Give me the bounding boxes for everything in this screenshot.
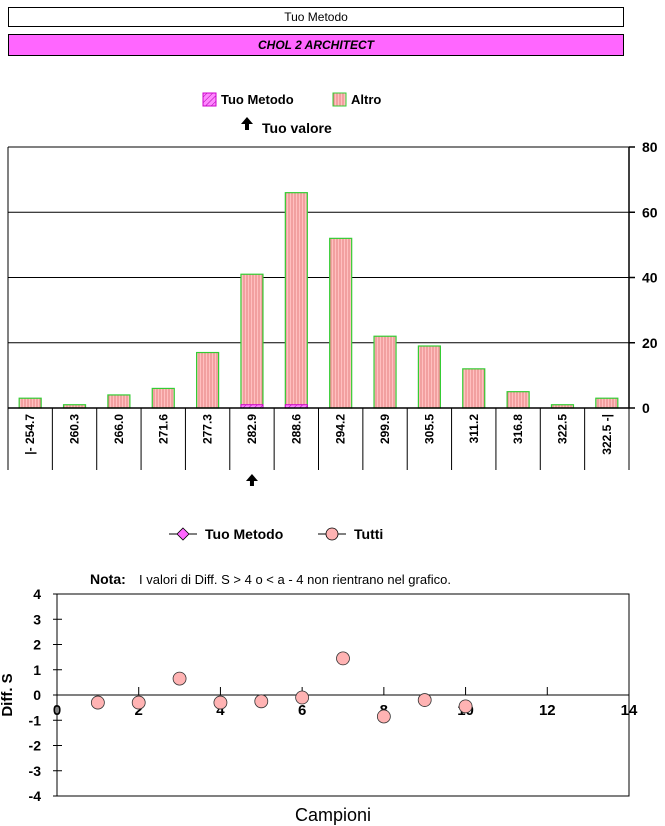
x-tick-label: 12 (539, 702, 556, 719)
your-value-arrow-icon (241, 117, 253, 130)
y-tick-label: 80 (642, 139, 658, 155)
x-tick-label: 288.6 (289, 414, 303, 444)
legend-circle-icon (325, 527, 339, 541)
y-tick-label: 40 (642, 270, 658, 286)
scatter-legend: Tuo Metodo Tutti (169, 526, 383, 542)
scatter-point (336, 651, 350, 666)
bar-altro (417, 345, 441, 409)
note-label: Nota: (90, 571, 126, 587)
x-axis-label: Campioni (295, 805, 371, 825)
y-tick-label: 2 (33, 637, 41, 653)
bar-altro (18, 397, 42, 409)
scatter-point (376, 709, 391, 724)
y-tick-label: 20 (642, 335, 658, 351)
scatter-point (295, 690, 310, 705)
scatter-point (417, 693, 432, 707)
bar-altro (196, 351, 220, 409)
scatter-point (131, 695, 146, 710)
bar-altro (462, 368, 486, 409)
legend-label-tuo-metodo: Tuo Metodo (221, 92, 294, 107)
your-value-label: Tuo valore (262, 120, 332, 136)
x-tick-label: 277.3 (201, 414, 215, 444)
histogram-plot: 0 20 40 60 80 |- 254.7 260.3 266.0 271.6 277.3 282… (7, 139, 658, 486)
x-tick-label: 299.9 (378, 414, 392, 444)
x-tick-label: 0 (53, 702, 61, 719)
x-tick-label: 6 (298, 702, 306, 719)
analyte-header: CHOL 2 ARCHITECT (8, 34, 624, 56)
y-tick-label: 60 (642, 204, 658, 220)
y-axis-label: Diff. S (0, 673, 16, 716)
bar-altro (107, 394, 131, 409)
bar-altro (506, 391, 530, 409)
x-tick-label: 322.5 -| (600, 414, 614, 455)
x-tick-label: 14 (621, 702, 638, 719)
your-value-marker-icon (245, 474, 258, 486)
bar-altro (595, 397, 619, 409)
x-tick-label: 2 (135, 702, 143, 719)
y-tick-label: 4 (33, 586, 41, 602)
bar-altro (329, 237, 353, 409)
scatter-legend-label-tutti: Tutti (354, 526, 383, 542)
y-tick-label: -2 (29, 738, 42, 754)
scatter-legend-label-tuo-metodo: Tuo Metodo (205, 526, 283, 542)
y-tick-label: -4 (29, 788, 42, 804)
x-tick-label: 260.3 (68, 414, 82, 444)
x-tick-label: 294.2 (334, 414, 348, 444)
y-tick-label: 1 (33, 662, 41, 678)
y-tick-label: 0 (33, 687, 41, 703)
scatter-point (90, 695, 105, 710)
scatter-point (254, 694, 269, 709)
scatter-point (458, 699, 473, 714)
note-text: I valori di Diff. S > 4 o < a - 4 non ri… (139, 572, 451, 587)
method-header: Tuo Metodo (8, 7, 624, 27)
bar-altro (240, 273, 264, 409)
legend-swatch-altro (332, 92, 347, 107)
x-tick-label: 316.8 (511, 414, 525, 444)
y-tick-label: 0 (642, 400, 650, 416)
x-tick-label: 282.9 (245, 414, 259, 444)
bar-altro (373, 335, 397, 409)
y-tick-label: 3 (33, 611, 41, 627)
x-tick-label: 266.0 (112, 414, 126, 444)
x-tick-label: 311.2 (467, 414, 481, 444)
y-tick-label: -3 (29, 763, 42, 779)
legend-swatch-tuo-metodo (202, 92, 217, 107)
scatter-point (213, 695, 228, 710)
legend-label-altro: Altro (351, 92, 381, 107)
x-tick-label: 305.5 (422, 414, 436, 444)
y-tick-label: -1 (29, 712, 42, 728)
scatter-point (172, 671, 187, 686)
bar-altro (284, 192, 308, 409)
histogram-legend: Tuo Metodo Altro Tuo valore (202, 92, 381, 136)
x-tick-label: 322.5 (555, 414, 569, 444)
x-tick-label: 271.6 (156, 414, 170, 444)
legend-diamond-icon (176, 527, 190, 541)
bar-altro (151, 387, 175, 409)
x-tick-label: |- 254.7 (23, 414, 37, 455)
x-tick-label: 4 (216, 702, 225, 719)
